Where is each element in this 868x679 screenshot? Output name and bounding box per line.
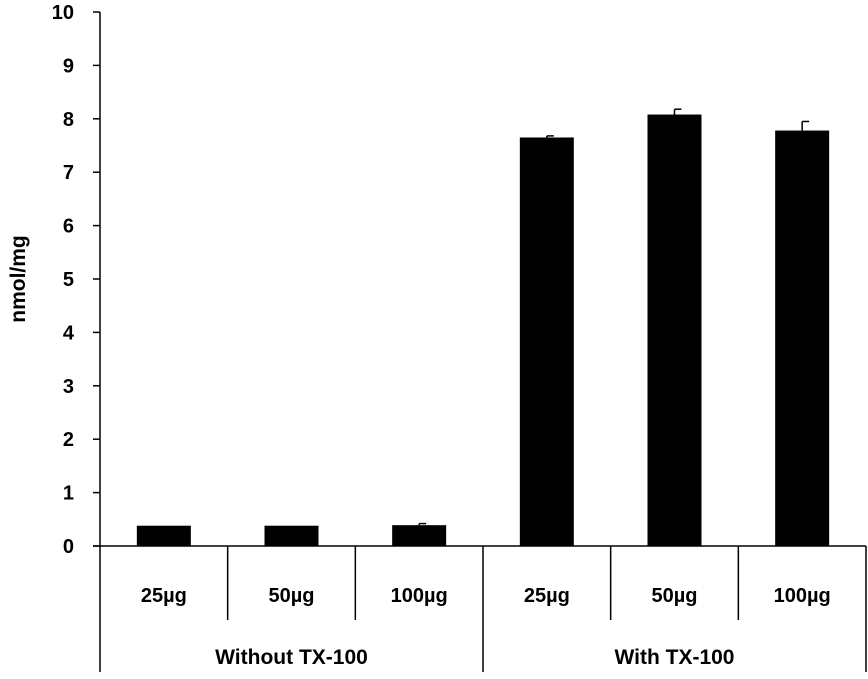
bar	[519, 137, 574, 547]
y-tick-label: 7	[63, 162, 74, 184]
category-label: 50µg	[652, 585, 698, 607]
bar	[647, 114, 702, 546]
category-label: 25µg	[141, 585, 187, 607]
x-axis: 25µg 50µg 100µg 25µg 50µg 100µg Without TX-100…	[93, 545, 867, 672]
group-label: Without TX-100	[215, 646, 368, 669]
y-axis: 0 1 2 3 4 5 6 7 8 9 10	[52, 2, 101, 558]
category-label: 100µg	[391, 585, 448, 607]
y-tick-label: 1	[63, 483, 74, 505]
y-tick-label: 5	[63, 269, 74, 291]
y-tick-label: 10	[52, 2, 74, 24]
bar	[136, 525, 191, 546]
y-tick-label: 3	[63, 376, 74, 398]
y-axis-title: nmol/mg	[7, 235, 30, 323]
y-tick-label: 4	[63, 322, 75, 344]
category-label: 100µg	[774, 585, 831, 607]
y-tick-label: 0	[63, 536, 74, 558]
category-label: 50µg	[269, 585, 315, 607]
y-tick-label: 8	[63, 109, 74, 131]
y-tick-label: 9	[63, 55, 74, 77]
category-label: 25µg	[524, 585, 570, 607]
bar	[775, 130, 830, 546]
bar	[392, 525, 447, 546]
y-tick-label: 6	[63, 216, 74, 238]
y-tick-label: 2	[63, 429, 74, 451]
bars	[136, 108, 830, 547]
group-label: With TX-100	[615, 646, 735, 669]
bar	[264, 525, 319, 546]
